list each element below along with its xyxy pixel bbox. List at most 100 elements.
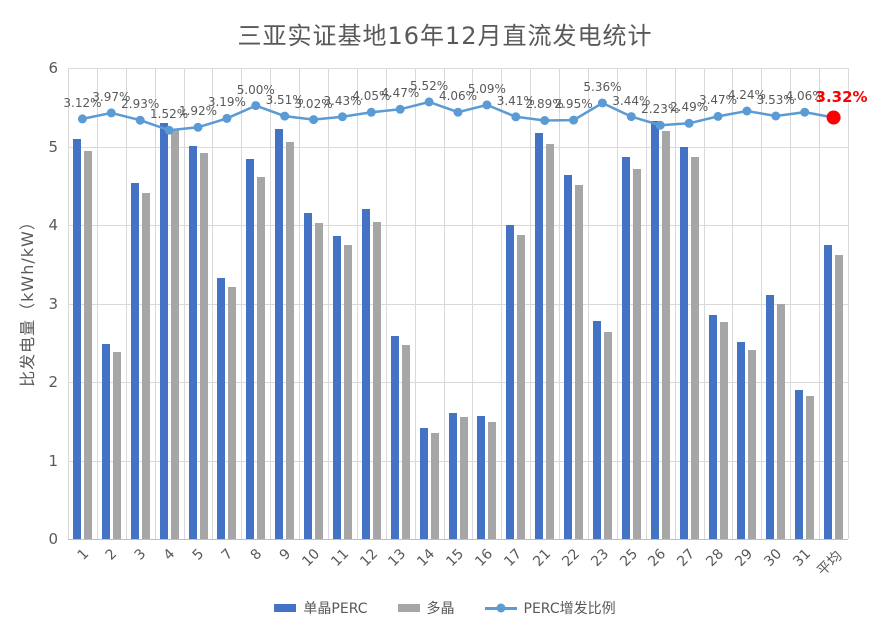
x-tick-label: 9 — [276, 546, 294, 564]
chart-title: 三亚实证基地16年12月直流发电统计 — [237, 22, 653, 50]
gridline-horizontal — [68, 460, 848, 462]
line-marker-highlight — [826, 110, 841, 125]
legend-label-mono-perc: 单晶PERC — [303, 601, 368, 617]
y-tick-label: 1 — [48, 451, 58, 470]
bar-multi — [748, 349, 757, 539]
x-tick-label: 4 — [160, 546, 179, 564]
bar-multi — [83, 151, 92, 539]
legend-swatch-mono-perc-icon — [274, 604, 297, 612]
gridline-vertical — [212, 68, 214, 539]
gridline-vertical — [270, 68, 272, 539]
x-tick-label: 11 — [327, 546, 352, 570]
data-label-perc: 3.41% — [496, 93, 535, 108]
line-marker — [77, 114, 87, 124]
data-label-perc: 3.19% — [207, 95, 246, 110]
bar-mono-perc — [448, 412, 457, 539]
x-tick-label: 31 — [790, 546, 814, 570]
bar-mono-perc — [275, 129, 284, 539]
y-axis: 0 1 2 3 4 5 6 — [0, 59, 58, 548]
gridline-vertical — [645, 68, 647, 539]
bar-multi — [372, 221, 381, 539]
x-tick-label: 1 — [74, 546, 92, 564]
data-label-perc: 1.52% — [150, 107, 189, 122]
gridline-vertical — [703, 68, 705, 539]
legend-item-mono-perc: 单晶PERC — [274, 598, 368, 618]
bar-mono-perc — [72, 139, 81, 539]
gridline-horizontal — [68, 146, 848, 148]
bar-mono-perc — [621, 156, 630, 539]
gridline-vertical — [472, 68, 474, 539]
bar-mono-perc — [592, 320, 601, 539]
bar-multi — [575, 184, 584, 539]
line-marker — [540, 116, 550, 125]
line-marker — [395, 104, 405, 114]
line-marker — [742, 106, 752, 116]
legend-label-multi: 多晶 — [426, 601, 455, 617]
data-label-perc: 3.53% — [756, 92, 795, 107]
line-marker — [280, 111, 290, 121]
bar-mono-perc — [188, 145, 197, 539]
data-label-perc: 2.89% — [525, 97, 564, 112]
bar-multi — [315, 223, 324, 539]
bar-multi — [719, 322, 728, 539]
gridline-vertical — [732, 68, 734, 539]
bar-mono-perc — [477, 415, 486, 539]
x-tick-label: 26 — [645, 546, 670, 570]
bar-mono-perc — [390, 336, 399, 539]
gridline-vertical — [790, 68, 792, 539]
x-axis-line — [68, 539, 848, 540]
bar-multi — [170, 129, 179, 539]
bar-multi — [459, 417, 468, 539]
bar-multi — [199, 152, 208, 539]
legend-item-perc-ratio: PERC增发比例 — [484, 598, 616, 618]
bar-multi — [430, 433, 439, 539]
gridline-vertical — [616, 68, 618, 539]
gridline-vertical — [356, 68, 358, 539]
x-tick-label: 30 — [761, 546, 786, 570]
bar-mono-perc — [564, 174, 573, 539]
x-tick-label: 7 — [218, 546, 237, 564]
x-axis: 1 2 3 4 5 7 8 9 10 11 12 13 14 15 16 17 21 22 23 25 26 27 28 29… — [68, 541, 848, 581]
data-label-perc: 2.93% — [121, 97, 160, 112]
gridline-horizontal — [68, 303, 848, 305]
x-tick-label: 15 — [443, 546, 468, 570]
line-marker — [193, 122, 203, 132]
gridline-horizontal — [68, 225, 848, 226]
gridline-vertical — [501, 68, 503, 539]
legend-swatch-multi-icon — [397, 604, 420, 612]
bar-multi — [546, 144, 555, 539]
x-tick-label: 27 — [674, 546, 699, 570]
bar-mono-perc — [795, 389, 804, 539]
x-tick-label: 13 — [385, 546, 410, 570]
x-tick-label: 8 — [247, 546, 266, 564]
bar-multi — [517, 235, 526, 539]
line-marker — [597, 98, 607, 108]
bar-mono-perc — [332, 236, 341, 539]
line-marker — [713, 111, 723, 121]
x-tick-label: 21 — [530, 546, 554, 570]
bar-mono-perc — [679, 147, 688, 539]
gridline-vertical — [443, 68, 445, 539]
gridline-vertical — [328, 68, 329, 539]
y-tick-label: 2 — [48, 373, 58, 391]
bar-mono-perc — [766, 294, 775, 539]
data-label-perc: 4.06% — [438, 89, 478, 104]
y-tick-label: 4 — [48, 216, 58, 234]
bar-multi — [141, 192, 150, 539]
gridline-vertical — [299, 68, 301, 539]
bar-multi — [112, 352, 121, 539]
data-label-perc: 3.44% — [612, 93, 651, 108]
line-marker — [771, 111, 781, 121]
bar-multi — [286, 141, 295, 539]
gridline-vertical — [154, 68, 156, 539]
line-marker — [366, 107, 376, 117]
line-marker — [222, 113, 232, 123]
bar-multi — [343, 245, 352, 539]
line-marker — [800, 107, 810, 117]
x-tick-label: 29 — [732, 546, 757, 570]
gridline-vertical — [588, 68, 589, 539]
bar-multi — [632, 169, 641, 539]
x-tick-label: 2 — [103, 546, 121, 564]
bar-multi — [257, 177, 266, 539]
